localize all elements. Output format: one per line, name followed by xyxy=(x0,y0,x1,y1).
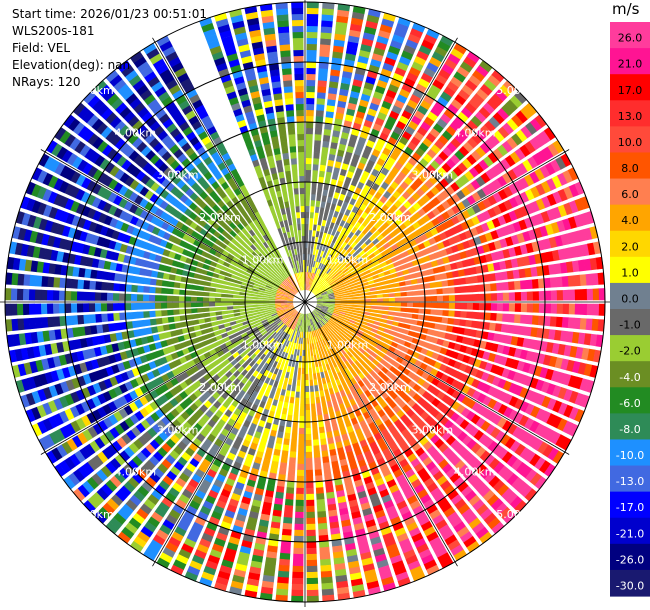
colorbar-tick-label: -17.0 xyxy=(616,501,644,514)
colorbar-segment xyxy=(610,413,650,441)
colorbar-tick-label: 21.0 xyxy=(618,58,643,71)
colorbar-tick-label: 4.0 xyxy=(621,214,639,227)
colorbar-segment xyxy=(610,152,650,180)
station-label: WLS200s-181 xyxy=(12,24,95,38)
range-ring-label: 3.00km xyxy=(412,423,454,436)
range-ring-label: 4.00km xyxy=(454,126,496,139)
elevation-label: Elevation(deg): nan xyxy=(12,58,131,72)
colorbar-tick-label: -10.0 xyxy=(616,449,644,462)
range-ring-label: 1.00km xyxy=(242,338,284,351)
azimuth-spoke xyxy=(304,301,458,567)
colorbar: 26.0 21.0 17.0 13.0 10.0 8.0 6.0 4.0 2.0 1.0 0.0 -1… xyxy=(610,22,650,597)
colorbar-segment xyxy=(610,48,650,75)
colorbar-tick-label: 17.0 xyxy=(618,84,643,97)
colorbar-tick-label: 26.0 xyxy=(618,32,643,45)
colorbar-segment xyxy=(610,387,650,414)
range-ring-label: 1.00km xyxy=(242,254,284,267)
colorbar-tick-label: 8.0 xyxy=(621,162,639,175)
colorbar-segment xyxy=(610,361,650,388)
colorbar-tick-label: -4.0 xyxy=(619,371,640,384)
range-ring-label: 5.00km xyxy=(496,508,538,521)
azimuth-spoke xyxy=(304,301,570,455)
range-ring-label: 2.00km xyxy=(199,381,241,394)
colorbar-tick-label: 10.0 xyxy=(618,136,643,149)
colorbar-tick-label: 13.0 xyxy=(618,110,643,123)
colorbar-segment xyxy=(610,204,650,232)
range-ring-label: 4.00km xyxy=(115,126,157,139)
range-ring-label: 3.00km xyxy=(412,169,454,182)
colorbar-tick-label: 1.0 xyxy=(621,266,639,279)
range-ring-labels: 1.00km 1.00km 1.00km 1.00km 2.00km 2.00km 2.00… xyxy=(72,84,538,521)
range-ring-label: 2.00km xyxy=(369,381,411,394)
start-time-label: Start time: 2026/01/23 00:51:01 xyxy=(12,7,207,21)
colorbar-tick-label: -6.0 xyxy=(619,397,640,410)
colorbar-segment xyxy=(610,22,650,49)
colorbar-segment xyxy=(610,100,650,127)
azimuth-spoke xyxy=(40,301,306,455)
range-ring-label: 5.00km xyxy=(72,508,114,521)
radar-rays xyxy=(4,1,606,603)
colorbar-segment xyxy=(610,543,650,571)
colorbar-segment xyxy=(610,517,650,545)
azimuth-spoke xyxy=(152,301,306,567)
colorbar-segment xyxy=(610,439,650,467)
colorbar-tick-label: -21.0 xyxy=(616,527,644,540)
colorbar-segment xyxy=(610,126,650,154)
azimuth-spoke xyxy=(304,37,458,303)
colorbar-tick-label: 2.0 xyxy=(621,240,639,253)
range-ring-label: 2.00km xyxy=(199,211,241,224)
range-ring-label: 4.00km xyxy=(115,466,157,479)
colorbar-segment xyxy=(610,569,650,597)
colorbar-segment xyxy=(610,178,650,206)
range-ring-label: 1.00km xyxy=(327,338,369,351)
colorbar-segment xyxy=(610,335,650,362)
colorbar-tick-label: -8.0 xyxy=(619,423,640,436)
azimuth-spoke xyxy=(152,37,306,303)
colorbar-tick-label: -13.0 xyxy=(616,475,644,488)
colorbar-segment xyxy=(610,491,650,519)
range-ring-label: 4.00km xyxy=(454,466,496,479)
range-ring-label: 5.00km xyxy=(72,84,114,97)
colorbar-tick-label: 0.0 xyxy=(621,292,639,305)
range-ring-label: 3.00km xyxy=(157,423,199,436)
range-ring-label: 2.00km xyxy=(369,211,411,224)
colorbar-segment xyxy=(610,465,650,493)
radar-ppi-plot: 1.00km 1.00km 1.00km 1.00km 2.00km 2.00km 2.00… xyxy=(0,0,610,607)
colorbar-segment xyxy=(610,256,650,284)
nrays-label: NRays: 120 xyxy=(12,75,81,89)
azimuth-spokes xyxy=(0,0,610,607)
colorbar-segment xyxy=(610,309,650,336)
colorbar-tick-label: -26.0 xyxy=(616,553,644,566)
colorbar-tick-label: -1.0 xyxy=(619,319,640,332)
plot-info: Start time: 2026/01/23 00:51:01 WLS200s-… xyxy=(12,6,207,91)
colorbar-segment xyxy=(610,282,650,310)
range-ring-label: 5.00km xyxy=(496,84,538,97)
colorbar-tick-label: 6.0 xyxy=(621,188,639,201)
field-label: Field: VEL xyxy=(12,41,71,55)
colorbar-tick-label: -2.0 xyxy=(619,345,640,358)
colorbar-segment xyxy=(610,74,650,101)
colorbar-segment xyxy=(610,230,650,258)
azimuth-spoke xyxy=(40,149,306,303)
colorbar-tick-label: -30.0 xyxy=(616,579,644,592)
colorbar-unit: m/s xyxy=(612,0,640,18)
range-ring-label: 1.00km xyxy=(327,254,369,267)
range-ring-label: 3.00km xyxy=(157,169,199,182)
azimuth-spoke xyxy=(304,149,570,303)
